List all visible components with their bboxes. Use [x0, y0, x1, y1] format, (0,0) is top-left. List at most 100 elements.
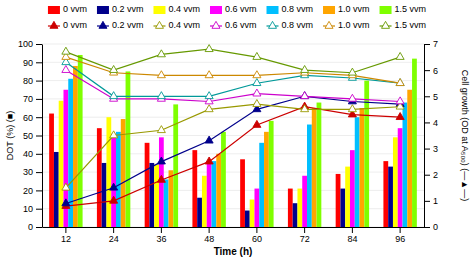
tick: 30: [23, 167, 42, 177]
y2-axis: 01234567: [424, 39, 438, 232]
legend-marker: [382, 21, 390, 28]
marker: [110, 183, 118, 190]
x-axis-title: Time (h): [214, 246, 253, 257]
bar: [212, 161, 217, 227]
legend-label: 1.5 vvm: [395, 20, 427, 30]
bar: [302, 176, 307, 227]
bar: [293, 203, 298, 227]
bar: [197, 198, 202, 227]
chart: 1224364860728496010203040506070809010001…: [0, 0, 474, 259]
tick-label: 20: [23, 186, 33, 196]
tick-label: 96: [395, 234, 405, 244]
bar: [269, 121, 274, 227]
axis-domain: [424, 45, 425, 228]
line-series: [62, 99, 404, 190]
legend-label: 0.4 vvm: [168, 20, 200, 30]
legend-label: 0 vvm: [63, 20, 87, 30]
marker: [348, 94, 356, 101]
tick-label: 40: [23, 149, 33, 159]
legend-swatch: [323, 6, 335, 14]
tick-mark: [36, 117, 42, 118]
tick: 60: [23, 113, 42, 123]
marker: [396, 79, 404, 86]
line-series: [62, 45, 404, 75]
tick-mark: [36, 172, 42, 173]
y-axis: 0102030405060708090100: [18, 39, 43, 232]
legend-label: 0.8 vvm: [282, 4, 314, 14]
tick-label: 80: [23, 76, 33, 86]
marker: [110, 131, 118, 138]
marker: [157, 92, 165, 99]
bar-series: [59, 101, 398, 227]
axis-domain: [42, 45, 43, 228]
tick: 60: [252, 227, 262, 244]
line-series: [62, 102, 404, 208]
tick-mark: [113, 227, 114, 233]
bar: [207, 163, 212, 227]
legend-item: 1.5 vvm: [380, 4, 427, 14]
tick-mark: [304, 227, 305, 233]
legend-label: 0.8 vvm: [282, 20, 314, 30]
bar: [106, 117, 111, 227]
marker: [253, 52, 261, 59]
tick: 36: [156, 227, 166, 244]
tick-mark: [36, 44, 42, 45]
tick-label: 72: [300, 234, 310, 244]
legend-item: 0.6 vvm: [210, 4, 257, 14]
legend-item: 1.0 vvm: [323, 4, 370, 14]
tick-mark: [36, 209, 42, 210]
legend-label: 1.5 vvm: [395, 4, 427, 14]
legend-item: 1.5 vvm: [380, 20, 427, 30]
tick-label: 5: [433, 92, 438, 102]
tick: 96: [395, 227, 405, 244]
bar: [388, 167, 393, 227]
legend-item: 0.4 vvm: [153, 20, 200, 30]
legend-swatch: [97, 6, 109, 14]
marker: [253, 99, 261, 106]
legend-row: 0 vvm0.2 vvm0.4 vvm0.6 vvm0.8 vvm1.0 vvm…: [48, 4, 426, 14]
legend-item: 0.8 vvm: [267, 20, 314, 30]
bar: [355, 117, 360, 227]
bar: [97, 128, 102, 227]
bar: [336, 174, 341, 227]
legend-marker: [50, 21, 58, 28]
bar-series: [73, 66, 412, 227]
tick: 20: [23, 186, 42, 196]
legend-label: 0.6 vvm: [225, 20, 257, 30]
tick-mark: [36, 81, 42, 82]
marker: [157, 175, 165, 182]
bar: [393, 137, 398, 227]
legend-label: 0.2 vvm: [112, 4, 144, 14]
bar: [49, 114, 54, 227]
tick-mark: [36, 190, 42, 191]
tick-mark: [36, 154, 42, 155]
tick-label: 84: [347, 234, 357, 244]
tick: 70: [23, 94, 42, 104]
line: [66, 57, 400, 83]
bar: [245, 211, 250, 227]
bar-series: [78, 55, 417, 227]
marker: [253, 89, 261, 96]
legend-label: 1.0 vvm: [338, 4, 370, 14]
bar: [149, 163, 154, 227]
marker: [62, 65, 70, 72]
tick-label: 50: [23, 131, 33, 141]
tick: 100: [18, 39, 42, 49]
bar: [297, 189, 302, 227]
bar: [111, 134, 116, 227]
legend-marker: [325, 21, 333, 28]
tick-mark: [424, 44, 430, 45]
marker: [301, 92, 309, 99]
tick: 4: [424, 118, 438, 128]
tick-mark: [400, 227, 401, 233]
legend-label: 0.6 vvm: [225, 4, 257, 14]
bar: [73, 66, 78, 227]
bar: [312, 108, 317, 227]
bar: [259, 143, 264, 227]
bar: [126, 71, 131, 227]
tick-mark: [424, 201, 430, 202]
tick-mark: [36, 227, 42, 228]
bar: [340, 189, 345, 227]
y-axis-title: DOT (%) (■): [5, 111, 15, 160]
bar: [412, 59, 417, 227]
